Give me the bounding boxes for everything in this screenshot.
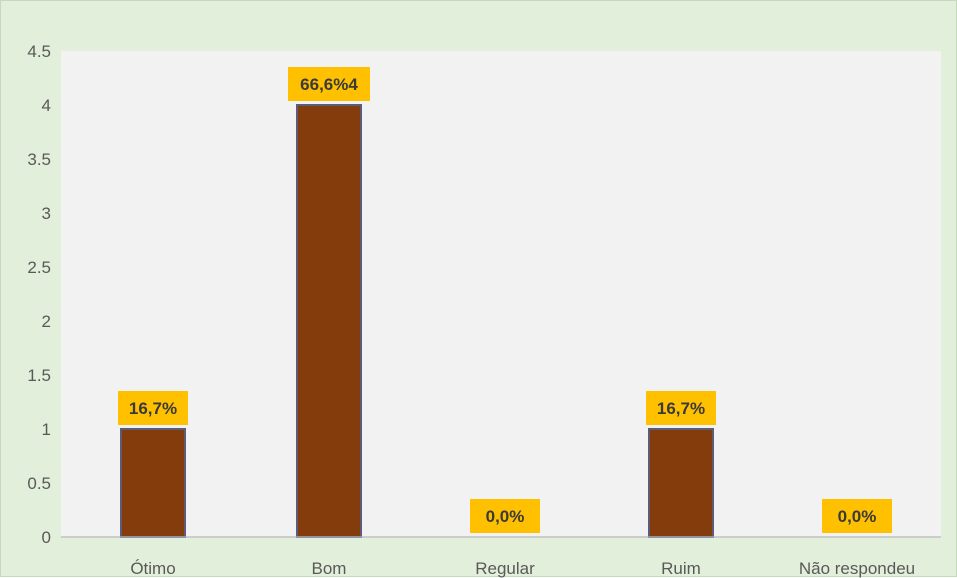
y-tick-label: 1.5 [27, 366, 51, 385]
data-label: 66,6%4 [288, 67, 370, 101]
x-category-label: Ótimo [130, 559, 175, 578]
y-tick-label: 4 [42, 96, 51, 115]
y-tick-label: 2 [42, 312, 51, 331]
y-tick-label: 4.5 [27, 42, 51, 61]
data-label-box [470, 499, 540, 533]
data-label-text: 66,6%4 [300, 75, 358, 94]
y-tick-label: 1 [42, 420, 51, 439]
y-tick-label: 2.5 [27, 258, 51, 277]
data-label-text: 0,0% [486, 507, 525, 526]
data-label-box [646, 391, 716, 425]
y-tick-label: 3.5 [27, 150, 51, 169]
x-category-label: Regular [475, 559, 535, 578]
data-label-box [288, 67, 370, 101]
x-category-label: Bom [312, 559, 347, 578]
bar [296, 104, 362, 538]
bars: 16,7% 66,6%4 0,0% 16,7% 0,0% [118, 67, 892, 538]
plot-area [61, 51, 941, 537]
data-label-box [822, 499, 892, 533]
data-label-text: 0,0% [838, 507, 877, 526]
data-label-box [118, 391, 188, 425]
data-label: 0,0% [470, 499, 540, 533]
data-label: 16,7% [118, 391, 188, 425]
x-category-label: Ruim [661, 559, 701, 578]
bar [120, 428, 186, 538]
data-label: 0,0% [822, 499, 892, 533]
x-category-label: Não respondeu [799, 559, 915, 578]
data-label-text: 16,7% [657, 399, 705, 418]
bar [648, 428, 714, 538]
y-axis-ticks: 0 0.5 1 1.5 2 2.5 3 3.5 4 4.5 [27, 42, 51, 547]
y-tick-label: 3 [42, 204, 51, 223]
data-label-text: 16,7% [129, 399, 177, 418]
y-tick-label: 0.5 [27, 474, 51, 493]
data-label: 16,7% [646, 391, 716, 425]
x-axis-categories: Ótimo Bom Regular Ruim Não respondeu [130, 559, 915, 578]
y-tick-label: 0 [42, 528, 51, 547]
